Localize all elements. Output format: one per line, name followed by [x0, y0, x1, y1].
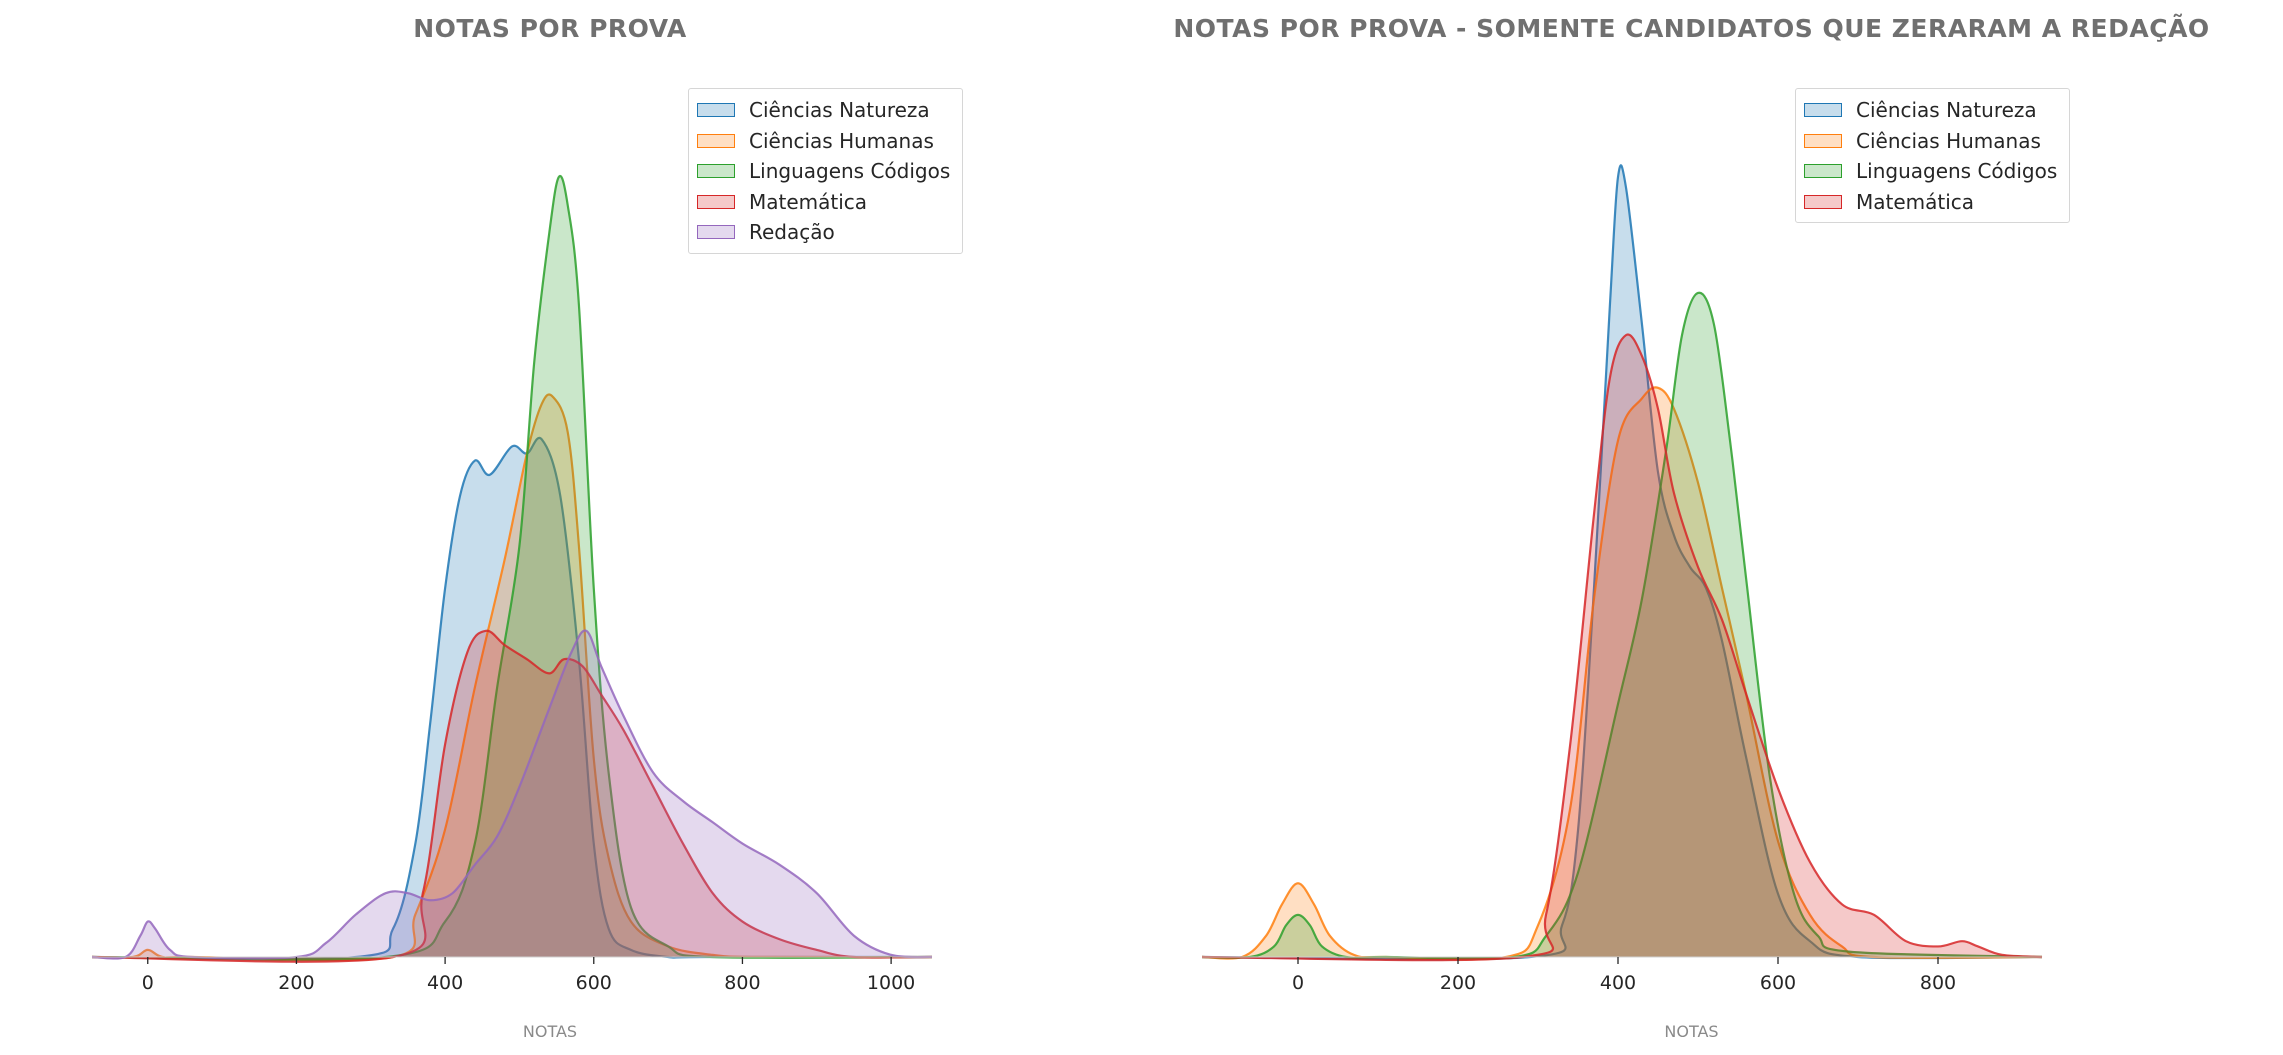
legend-swatch [1804, 164, 1842, 179]
series-line [91, 174, 933, 961]
legend-swatch [1804, 133, 1842, 148]
legend-swatch [697, 194, 735, 209]
legend-label: Ciências Humanas [749, 128, 934, 153]
series-ciencias-natureza [91, 436, 932, 961]
chart-legend: Ciências Natureza Ciências Humanas Linguag… [1795, 88, 2071, 223]
legend-label: Ciências Natureza [749, 98, 930, 123]
series-matematica [91, 629, 933, 963]
chart-title: NOTAS POR PROVA [413, 14, 687, 43]
x-tick-label: 200 [278, 972, 314, 994]
legend-item: Matemática [697, 187, 950, 218]
legend-swatch [1804, 194, 1842, 209]
legend-label: Matemática [1856, 189, 1975, 214]
legend-item: Linguagens Códigos [697, 156, 950, 187]
x-axis-label: NOTAS [1664, 1022, 1719, 1041]
x-tick-label: 600 [576, 972, 612, 994]
series-line [91, 629, 933, 963]
x-tick-label: 1000 [867, 972, 915, 994]
series-area [1202, 334, 2042, 961]
legend-item: Ciências Humanas [697, 126, 950, 157]
legend-item: Linguagens Códigos [1804, 156, 2057, 187]
x-axis-label: NOTAS [522, 1022, 578, 1041]
legend-label: Matemática [749, 189, 868, 214]
series-line [1201, 291, 2043, 960]
legend-item: Ciências Natureza [1804, 95, 2057, 126]
legend-swatch [1804, 103, 1842, 118]
chart-panel-right: NOTAS POR PROVA - SOMENTE CANDIDATOS QUE… [1100, 0, 2283, 1055]
x-tick-label: 400 [1600, 972, 1636, 994]
series-area [92, 394, 932, 961]
series-area [92, 630, 932, 962]
x-tick-label: 0 [1292, 972, 1304, 994]
kde-plot-zero-essay-candidates: 0 200 400 600 800 [1201, 164, 2043, 994]
series-ciencias-humanas [1201, 386, 2043, 961]
legend-swatch [697, 164, 735, 179]
legend-label: Ciências Natureza [1856, 98, 2037, 123]
legend-item: Ciências Natureza [697, 95, 950, 126]
x-tick-label: 800 [724, 972, 760, 994]
legend-item: Ciências Humanas [1804, 126, 2057, 157]
series-area [1202, 292, 2042, 959]
series-linguagens-codigos [1201, 291, 2043, 960]
series-line [91, 436, 932, 961]
series-line [91, 629, 933, 960]
legend-label: Redação [749, 220, 835, 245]
legend-swatch [697, 225, 735, 240]
series-matematica [1201, 333, 2043, 962]
chart-panel-left: NOTAS POR PROVA 0 200 400 600 800 1000 Ciênci… [0, 0, 1100, 1055]
series-area [92, 437, 932, 960]
x-tick-label: 400 [427, 972, 463, 994]
legend-swatch [697, 133, 735, 148]
x-tick-label: 800 [1920, 972, 1956, 994]
series-area [92, 630, 932, 959]
series-area [1202, 387, 2042, 960]
series-line [1201, 333, 2043, 962]
legend-label: Linguagens Códigos [749, 159, 951, 184]
kde-plot-all-candidates: 0 200 400 600 800 1000 [91, 174, 933, 994]
x-tick-label: 600 [1760, 972, 1796, 994]
legend-label: Ciências Humanas [1856, 128, 2041, 153]
x-tick-label: 0 [142, 972, 154, 994]
series-area [1202, 165, 2042, 960]
legend-label: Linguagens Códigos [1856, 159, 2058, 184]
x-tick-label: 200 [1440, 972, 1476, 994]
chart-title: NOTAS POR PROVA - SOMENTE CANDIDATOS QUE… [1173, 14, 2210, 43]
series-line [1201, 386, 2043, 961]
chart-legend: Ciências Natureza Ciências Humanas Linguag… [688, 88, 964, 254]
series-redacao [91, 629, 933, 960]
legend-item: Matemática [1804, 187, 2057, 218]
legend-item: Redação [697, 217, 950, 248]
legend-swatch [697, 103, 735, 118]
